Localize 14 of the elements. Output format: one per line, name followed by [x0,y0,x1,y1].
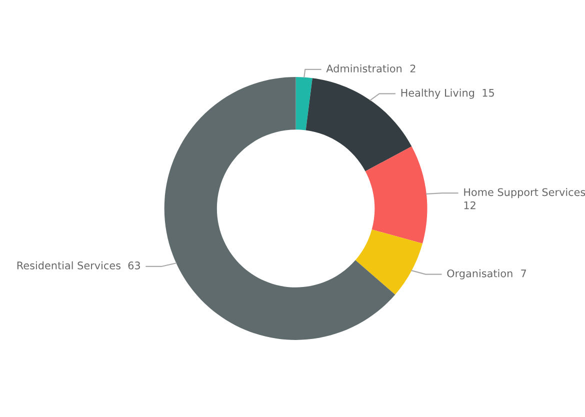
donut-slice [296,77,312,130]
data-label: 12 [464,201,476,210]
slice-label: Home Support Services [464,188,585,198]
donut-slice [355,230,422,295]
data-label: 63 [128,262,140,270]
data-label: 15 [482,89,494,97]
data-label: 2 [410,64,416,72]
data-label: 7 [521,270,526,278]
slice-label: Administration [326,64,402,72]
donut-slice [164,77,396,340]
slice-label: Healthy Living [401,88,474,99]
slice-label: Residential Services [17,261,120,270]
slice-label: Organisation [447,269,512,280]
donut-slice [365,146,428,244]
